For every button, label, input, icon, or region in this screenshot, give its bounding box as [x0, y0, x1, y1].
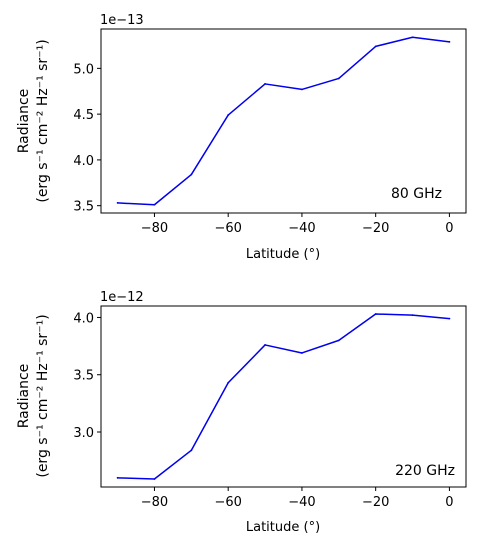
x-tick-label: −40	[288, 221, 315, 236]
y-tick-label: 3.5	[73, 369, 94, 384]
x-tick-label: −80	[141, 221, 168, 236]
data-point	[153, 203, 156, 206]
data-point	[448, 317, 451, 320]
y-axis-label: Radiance (erg s⁻¹ cm⁻² Hz⁻¹ sr⁻¹)	[16, 314, 51, 477]
x-tick-label: 0	[445, 221, 453, 236]
x-axis-label: Latitude (°)	[246, 520, 320, 535]
data-point	[301, 352, 303, 354]
x-tick-label: −20	[362, 495, 389, 510]
plot-frame	[100, 305, 467, 488]
data-point	[190, 449, 193, 452]
panel-80ghz: 1e−13 Radiance (erg s⁻¹ cm⁻² Hz⁻¹ sr⁻¹) …	[16, 13, 467, 262]
frequency-annotation: 220 GHz	[395, 463, 455, 479]
data-point	[153, 478, 156, 480]
y-axis-label-line2: (erg s⁻¹ cm⁻² Hz⁻¹ sr⁻¹)	[35, 314, 51, 477]
x-tick-label: −40	[288, 495, 315, 510]
data-point	[227, 114, 230, 116]
x-tick-label: −20	[362, 221, 389, 236]
y-tick-label: 4.0	[73, 311, 94, 326]
data-point	[227, 381, 230, 384]
data-point	[448, 40, 451, 43]
offset-text: 1e−12	[100, 290, 144, 305]
data-point	[337, 339, 340, 342]
data-point	[264, 83, 266, 85]
data-point	[301, 88, 303, 91]
x-tick-label: 0	[445, 495, 453, 510]
frequency-annotation: 80 GHz	[391, 186, 442, 202]
y-axis-label-line2: (erg s⁻¹ cm⁻² Hz⁻¹ sr⁻¹)	[35, 39, 51, 202]
x-axis-label: Latitude (°)	[246, 247, 320, 262]
y-tick-label: 5.0	[73, 62, 94, 77]
y-axis-label-line1: Radiance	[16, 364, 32, 429]
data-point	[374, 45, 377, 48]
series-line	[117, 36, 450, 206]
panel-220ghz: 1e−12 Radiance (erg s⁻¹ cm⁻² Hz⁻¹ sr⁻¹) …	[16, 290, 467, 535]
x-tick-label: −60	[214, 221, 241, 236]
y-tick-label: 3.5	[73, 200, 94, 215]
y-axis-label: Radiance (erg s⁻¹ cm⁻² Hz⁻¹ sr⁻¹)	[16, 39, 51, 202]
data-point	[116, 202, 119, 204]
data-point	[337, 77, 340, 80]
y-tick-label: 4.0	[73, 154, 94, 169]
series-line	[117, 313, 450, 480]
x-tick-label: −60	[214, 495, 241, 510]
data-point	[116, 476, 119, 479]
y-tick-label: 3.0	[73, 426, 94, 441]
data-point	[411, 36, 414, 39]
data-point	[264, 344, 266, 346]
offset-text: 1e−13	[100, 13, 144, 28]
plot-frame	[100, 28, 467, 214]
data-point	[374, 313, 377, 315]
x-tick-label: −80	[141, 495, 168, 510]
data-point	[190, 173, 193, 176]
data-point	[411, 314, 414, 317]
y-tick-label: 4.5	[73, 108, 94, 123]
y-axis-label-line1: Radiance	[16, 89, 32, 154]
